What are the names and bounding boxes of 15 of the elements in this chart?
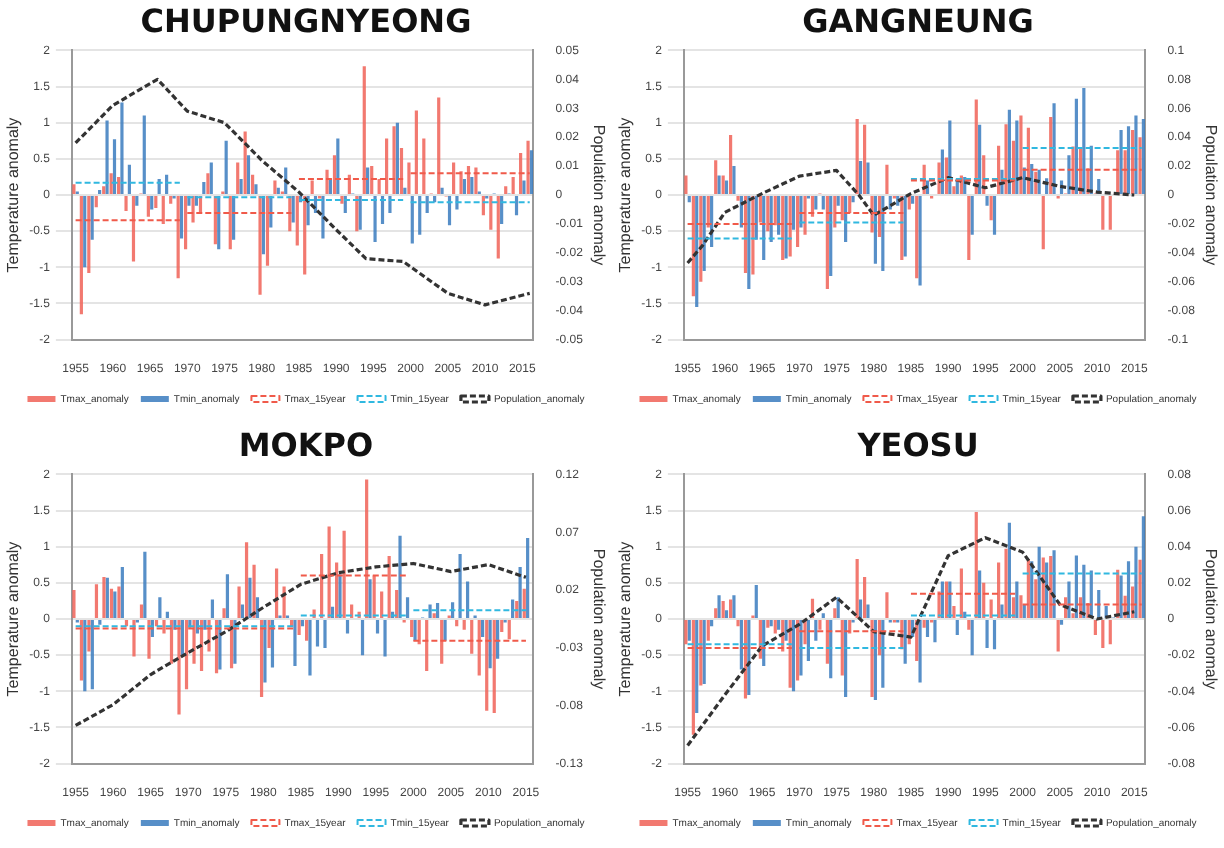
line-series xyxy=(686,168,1136,265)
line-series xyxy=(686,536,1136,748)
y2-axis-title: Population anomaly xyxy=(589,548,608,690)
chart-title: MOKPO xyxy=(238,425,374,464)
chart-title: GANGNEUNG xyxy=(802,1,1034,40)
y2-axis-title: Population anomaly xyxy=(1201,548,1220,690)
y-axis-title: Temperature anomaly xyxy=(4,541,23,697)
chart-title: YEOSU xyxy=(855,425,979,464)
y-axis-title: Temperature anomaly xyxy=(4,117,23,273)
y2-axis-title: Population anomaly xyxy=(1201,124,1220,266)
line-series xyxy=(74,561,528,728)
y-axis-title: Temperature anomaly xyxy=(616,541,635,697)
chart-title: CHUPUNGNYEONG xyxy=(140,1,472,40)
y2-axis-title: Population anomaly xyxy=(589,124,608,266)
y-axis-title: Temperature anomaly xyxy=(616,117,635,273)
